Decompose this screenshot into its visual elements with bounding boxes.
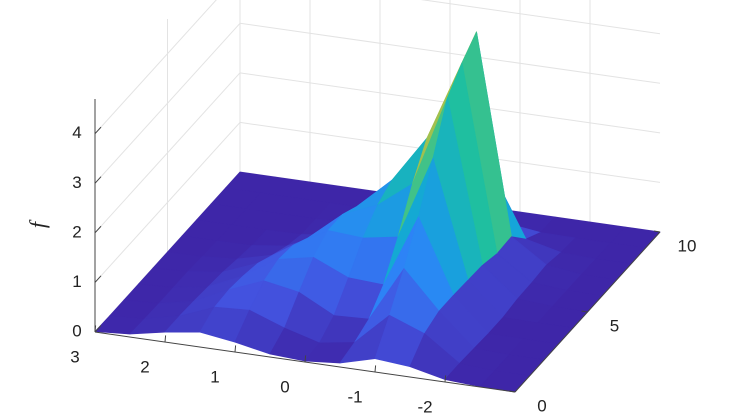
tick-mark — [94, 126, 102, 135]
grid-line — [94, 122, 241, 283]
tick-mark — [94, 176, 102, 184]
tick-mark — [374, 365, 377, 373]
tick-mark — [94, 325, 102, 333]
z-tick-label: 2 — [72, 222, 81, 241]
z-tick-label: 3 — [72, 173, 81, 192]
grid-line — [420, 0, 661, 35]
z-tick-label: 4 — [72, 123, 81, 142]
grid-line — [94, 22, 241, 184]
tick-mark — [508, 390, 516, 393]
x-tick-label: -2 — [417, 397, 432, 416]
grid-line — [94, 0, 217, 135]
z-tick-label: 1 — [72, 272, 81, 291]
tick-mark — [94, 225, 102, 234]
x-tick-label: -1 — [347, 387, 362, 406]
tick-mark — [94, 325, 97, 333]
y-tick-label: 5 — [610, 316, 619, 335]
x-tick-label: 2 — [140, 357, 149, 376]
z-tick-label: 0 — [72, 321, 81, 340]
x-tick-label: 3 — [70, 347, 79, 366]
y-tick-label: 10 — [678, 236, 697, 255]
grid-line — [239, 22, 661, 84]
y-tick-label: 0 — [537, 396, 546, 415]
x-tick-label: 1 — [210, 367, 219, 386]
x-tick-label: 0 — [280, 377, 289, 396]
tick-mark — [234, 345, 237, 353]
tick-mark — [94, 275, 102, 283]
tick-mark — [304, 355, 307, 363]
z-axis-label: f — [25, 219, 50, 228]
tick-mark — [444, 375, 447, 383]
tick-mark — [164, 335, 167, 343]
tick-mark — [653, 230, 661, 233]
grid-line — [94, 72, 241, 234]
tick-mark — [581, 310, 588, 313]
